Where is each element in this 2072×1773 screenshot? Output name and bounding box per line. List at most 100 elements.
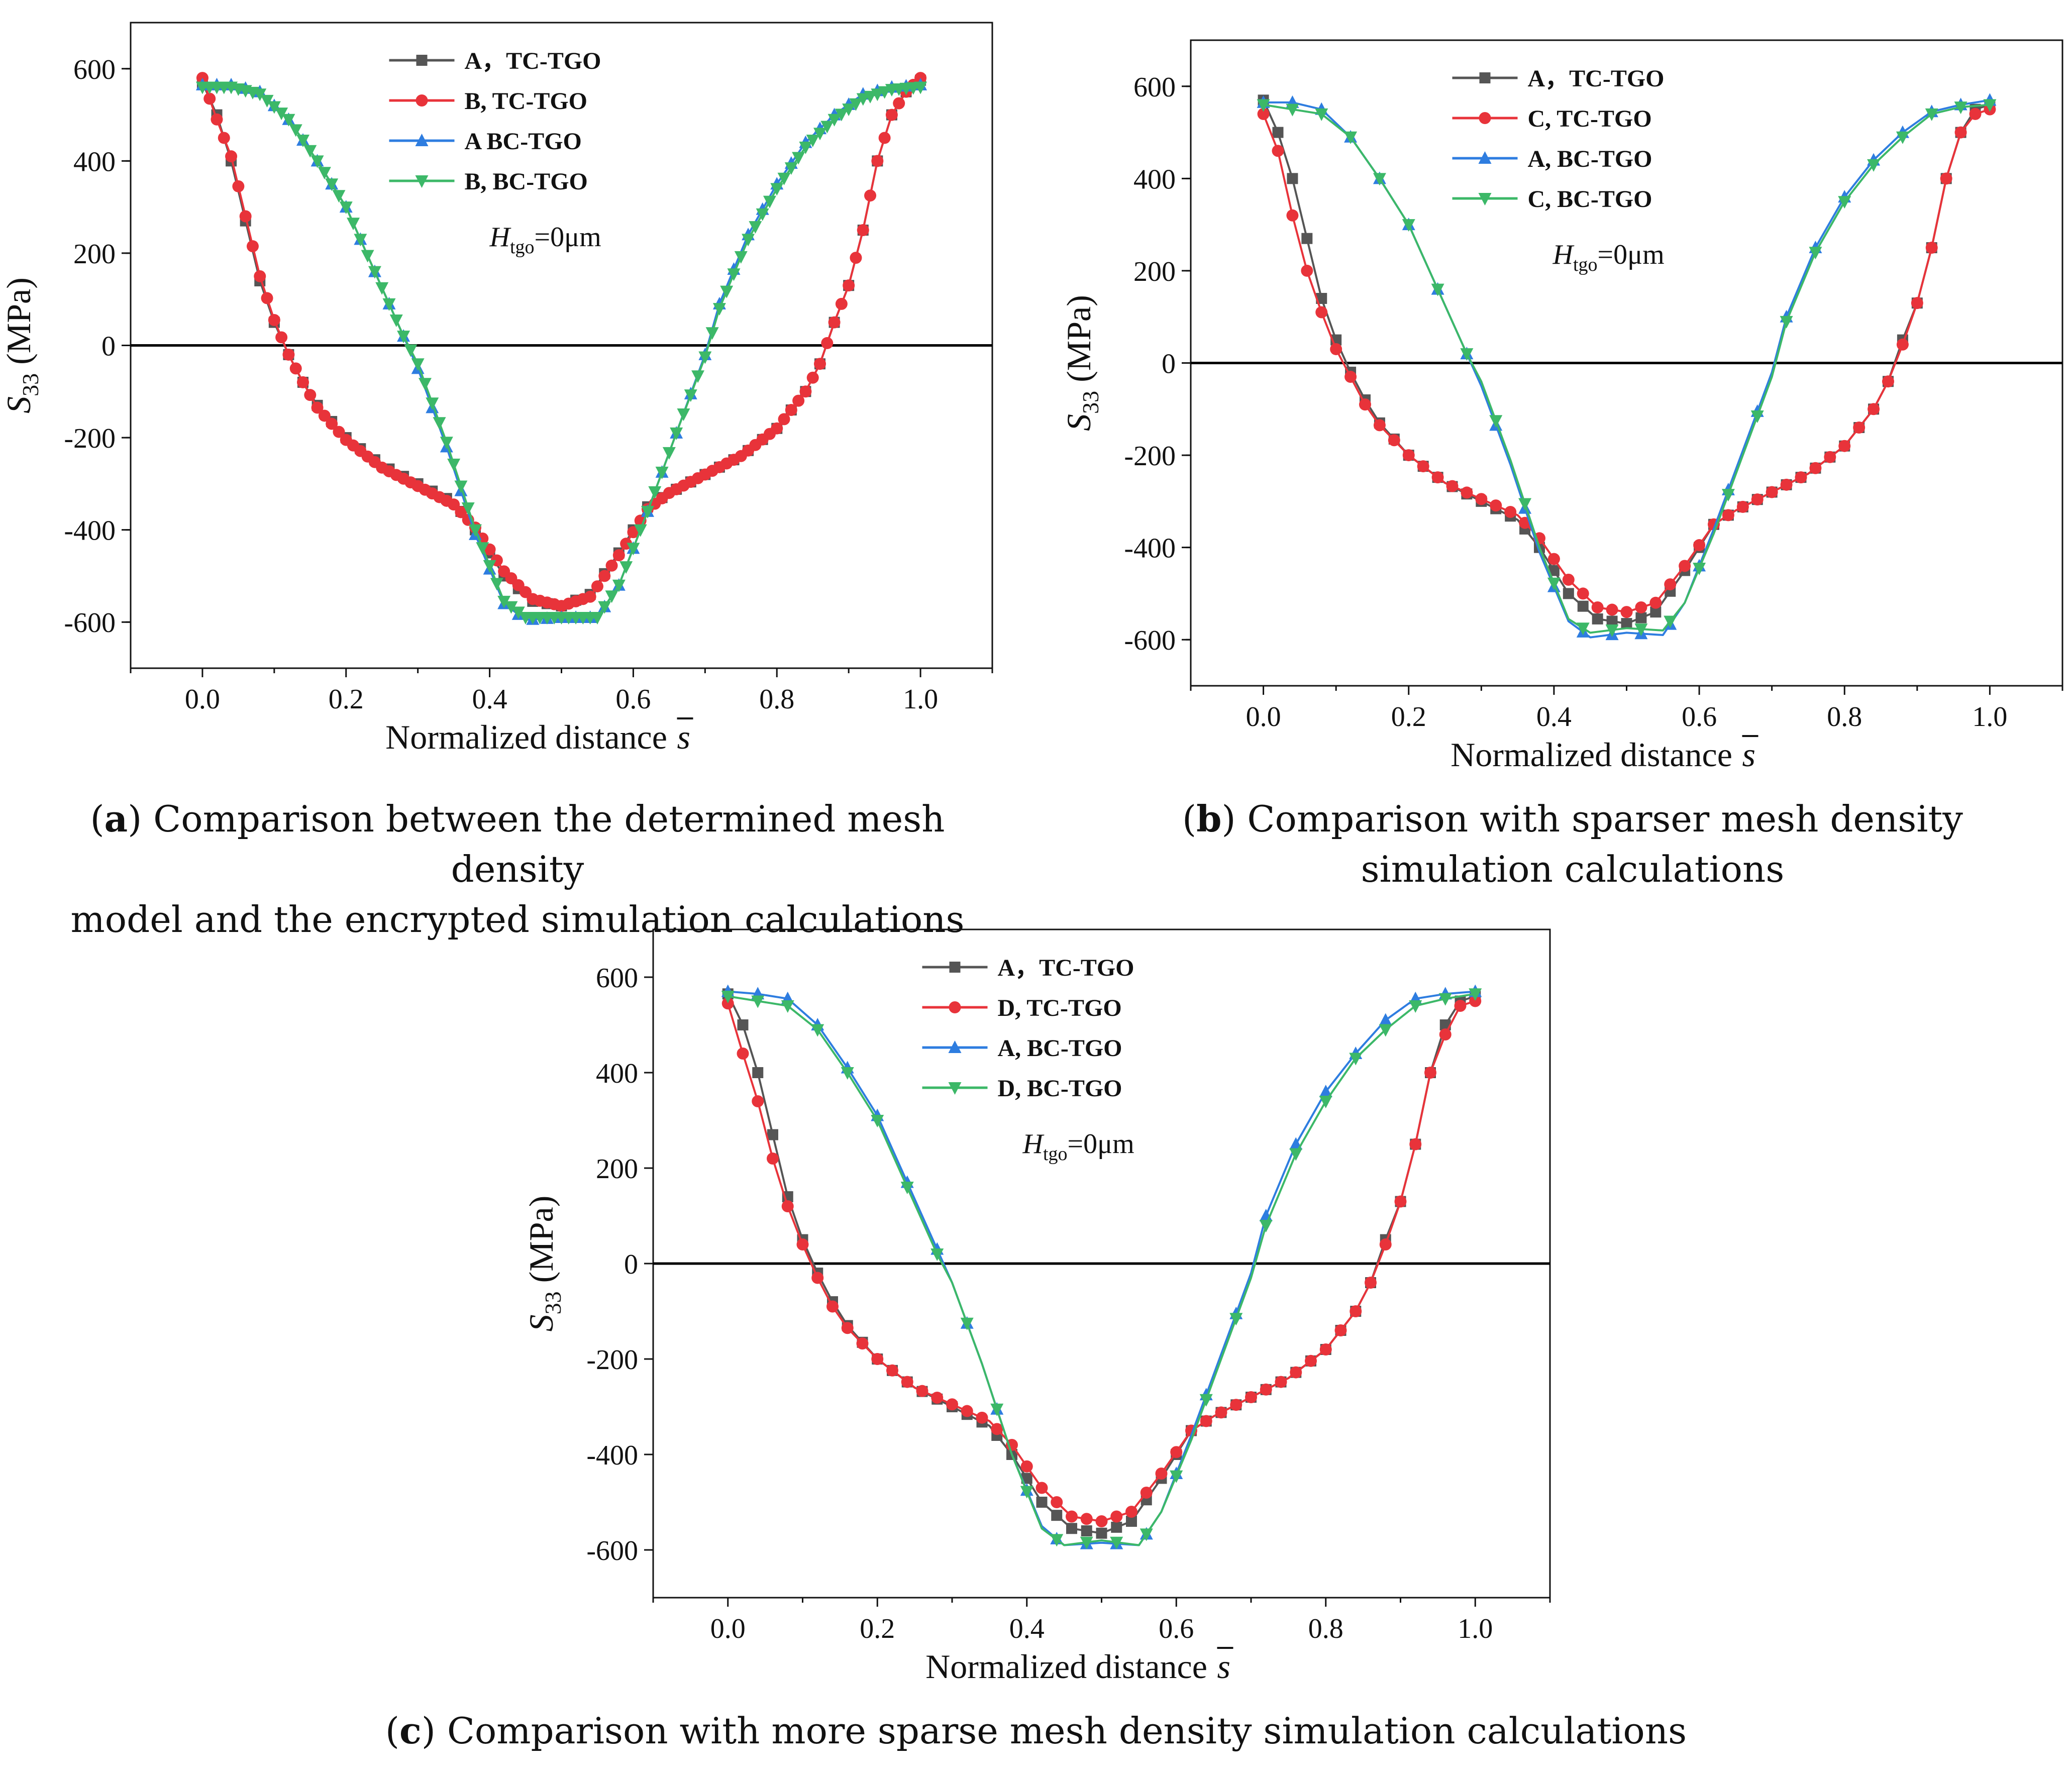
- data-point: [433, 417, 446, 430]
- caption-c: (c) Comparison with more sparse mesh den…: [151, 1706, 1921, 1756]
- x-tick-label: 0.0: [1246, 701, 1281, 733]
- data-point: [225, 150, 238, 163]
- data-point: [260, 94, 274, 108]
- caption-line: (c) Comparison with more sparse mesh den…: [385, 1709, 1687, 1752]
- legend-label: C, BC-TGO: [1528, 186, 1652, 213]
- annotation-value: =0μm: [1598, 239, 1665, 270]
- data-point: [1547, 553, 1560, 565]
- y-tick-label: 600: [596, 963, 638, 994]
- data-point: [368, 266, 381, 279]
- data-point: [1095, 1515, 1108, 1527]
- data-point: [1547, 577, 1561, 590]
- legend-marker: [1478, 151, 1492, 164]
- data-point: [469, 524, 482, 537]
- data-point: [1051, 1496, 1063, 1508]
- data-point: [1620, 606, 1633, 618]
- data-point: [976, 1411, 988, 1424]
- data-point: [275, 331, 288, 344]
- data-point: [310, 155, 324, 168]
- data-point: [461, 502, 475, 515]
- y-tick-label: 0: [624, 1249, 638, 1280]
- legend-item: A，TC-TGO: [1452, 65, 1665, 92]
- data-point: [1838, 440, 1851, 452]
- y-tick-label: -400: [1124, 533, 1176, 564]
- data-point: [1417, 460, 1429, 473]
- data-point: [1245, 1391, 1257, 1403]
- data-point: [339, 201, 353, 215]
- legend-label: C, TC-TGO: [1528, 106, 1652, 132]
- data-point: [203, 92, 216, 105]
- data-point: [1475, 493, 1488, 505]
- data-point: [1469, 988, 1482, 1001]
- x-axis-symbol: s: [677, 718, 690, 756]
- data-point: [885, 109, 898, 121]
- data-point: [1896, 131, 1909, 144]
- data-point: [1461, 486, 1473, 499]
- data-point: [612, 579, 626, 592]
- data-point: [1490, 499, 1502, 512]
- y-axis-main: S: [1060, 414, 1098, 431]
- legend-label: A，TC-TGO: [1528, 65, 1665, 92]
- data-point: [318, 409, 331, 422]
- data-point: [826, 1300, 839, 1313]
- data-point: [1780, 478, 1793, 491]
- data-point: [440, 437, 453, 450]
- data-point: [1409, 1138, 1422, 1151]
- data-point: [1081, 1525, 1092, 1536]
- data-point: [811, 1272, 824, 1284]
- data-point: [857, 224, 869, 237]
- data-point: [239, 210, 252, 223]
- data-point: [282, 348, 295, 361]
- data-point: [1020, 1460, 1033, 1473]
- data-point: [813, 128, 826, 141]
- data-point: [1215, 1406, 1227, 1419]
- data-point: [382, 298, 396, 311]
- data-point: [1349, 1053, 1363, 1066]
- data-point: [1925, 108, 1938, 121]
- y-axis-unit: (MPa): [522, 1196, 560, 1292]
- data-point: [347, 218, 360, 231]
- data-point: [1606, 603, 1618, 616]
- data-point: [677, 408, 690, 422]
- data-point: [1319, 1343, 1332, 1355]
- data-point: [856, 1337, 869, 1350]
- x-axis-symbol: s: [1217, 1647, 1230, 1686]
- data-point: [511, 606, 525, 619]
- legend-marker: [948, 1082, 962, 1095]
- data-point: [960, 1317, 974, 1330]
- data-point: [1140, 1487, 1153, 1499]
- data-point: [1809, 462, 1822, 474]
- legend-item: D, BC-TGO: [922, 1075, 1122, 1102]
- x-tick-label: 1.0: [903, 684, 938, 715]
- data-point: [389, 315, 403, 328]
- data-point: [1286, 209, 1299, 222]
- y-tick-label: 400: [73, 146, 116, 177]
- legend-marker: [415, 175, 429, 188]
- data-point: [1736, 500, 1749, 513]
- data-point: [1111, 1521, 1122, 1533]
- data-point: [856, 93, 870, 106]
- data-point: [1373, 419, 1386, 432]
- legend-marker: [1479, 72, 1491, 83]
- data-point: [1563, 588, 1574, 599]
- series-line: [202, 83, 921, 621]
- data-point: [1591, 601, 1604, 613]
- data-point: [1259, 1220, 1273, 1232]
- data-point: [1344, 371, 1357, 383]
- data-point: [282, 114, 295, 127]
- data-point: [796, 1238, 809, 1250]
- data-point: [1257, 99, 1270, 112]
- data-point: [1275, 1376, 1287, 1388]
- data-point: [770, 183, 784, 196]
- data-point: [720, 285, 734, 298]
- data-point: [871, 1353, 884, 1365]
- data-point: [1305, 1354, 1317, 1367]
- legend-marker: [416, 55, 428, 66]
- data-point: [1344, 131, 1358, 144]
- data-point: [814, 358, 826, 370]
- x-tick-label: 0.2: [1391, 701, 1426, 733]
- legend-label: D, TC-TGO: [998, 995, 1122, 1021]
- data-point: [1286, 103, 1299, 117]
- x-tick-label: 0.8: [1827, 701, 1862, 733]
- data-point: [261, 292, 273, 304]
